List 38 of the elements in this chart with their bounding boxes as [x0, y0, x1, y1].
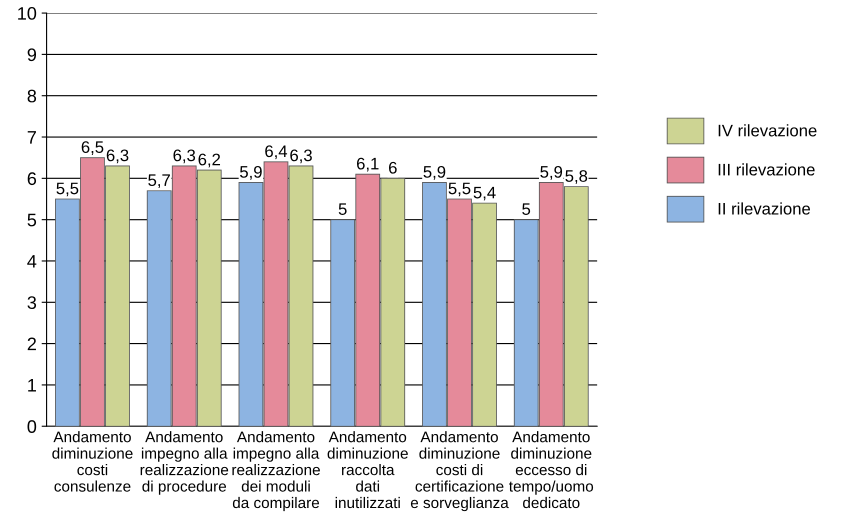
data-label: 5,9	[540, 166, 562, 180]
y-tick-label: 2	[28, 338, 36, 350]
y-tick-label: 5	[28, 214, 36, 226]
data-label: 6,1	[357, 158, 379, 172]
y-tick-label: 7	[28, 131, 36, 144]
data-label: 6	[389, 162, 397, 174]
y-tick-label: 8	[28, 90, 36, 102]
data-label: 5,4	[474, 186, 496, 200]
data-label: 6,5	[82, 141, 104, 155]
data-label: 5,5	[448, 182, 470, 196]
legend-label: III rilevazione	[718, 163, 815, 176]
y-tick-label: 10	[18, 7, 36, 20]
data-label: 5	[338, 203, 347, 215]
data-label: 5	[522, 203, 530, 215]
data-label: 6,4	[265, 145, 288, 160]
data-label: 6,3	[290, 149, 312, 164]
x-tick-label: Andamento diminuzione raccolta dati inutilizzati	[328, 431, 408, 508]
y-tick-label: 3	[28, 296, 36, 310]
data-label: 6,3	[106, 149, 128, 164]
x-tick-label: Andamento diminuzione costi di certificazione e sorveglianza	[410, 431, 509, 512]
data-label: 5,9	[424, 166, 446, 180]
y-tick-label: 9	[28, 48, 36, 62]
data-label: 5,8	[565, 170, 588, 184]
y-tick-label: 1	[28, 379, 36, 392]
y-tick-label: 4	[27, 255, 36, 268]
x-tick-label: Andamento diminuzione eccesso di tempo/uomo dedicato	[509, 431, 594, 508]
data-label: 5,7	[148, 174, 170, 188]
y-tick-label: 6	[28, 172, 36, 186]
x-tick-label: Andamento impegno alla realizzazione di procedure	[140, 431, 228, 495]
x-tick-label: Andamento impegno alla realizzazione dei moduli da compilare	[232, 431, 320, 512]
legend-label: IV rilevazione	[718, 124, 816, 136]
x-tick-label: Andamento diminuzione costi consulenze	[52, 431, 133, 492]
legend-label: II rilevazione	[718, 202, 810, 215]
data-label: 5,5	[56, 182, 78, 196]
data-label: 5,9	[240, 166, 262, 180]
data-label: 6,2	[198, 154, 220, 168]
data-label: 6,3	[173, 149, 196, 164]
y-tick-label: 0	[28, 420, 36, 433]
